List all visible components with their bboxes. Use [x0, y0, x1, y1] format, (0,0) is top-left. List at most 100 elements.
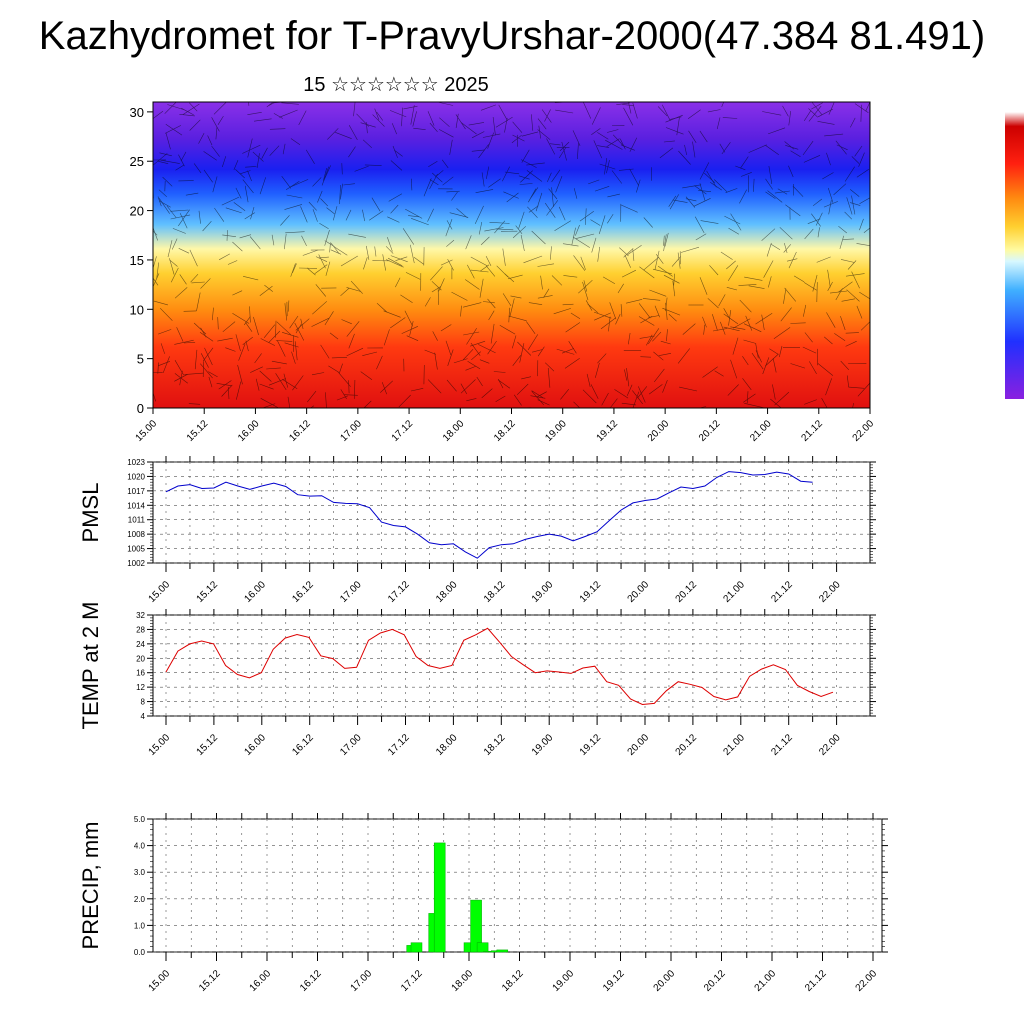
wind-barb — [204, 347, 213, 366]
wind-barb — [618, 168, 634, 171]
wind-barb — [259, 177, 266, 195]
wind-barb — [526, 162, 545, 166]
wind-barb — [643, 257, 659, 271]
wind-barb — [238, 343, 246, 361]
x-tick-label: 18.12 — [482, 579, 508, 605]
panel-frame — [152, 461, 871, 564]
x-tick-label: 18.00 — [434, 732, 460, 758]
wind-barb — [745, 315, 753, 331]
y-tick-label: 5 — [137, 352, 144, 367]
wind-barb — [392, 145, 398, 158]
wind-barb — [573, 401, 581, 409]
wind-barb — [271, 234, 275, 246]
wind-barb — [555, 175, 563, 193]
temp-panel: 4 8 12 16 20 24 28 32 15.00 15.12 16.00 16.12 17.00 1… — [78, 602, 876, 758]
wind-barb — [638, 316, 655, 326]
wind-barb — [676, 117, 680, 136]
wind-barb — [165, 124, 183, 136]
wind-barb — [811, 102, 823, 110]
wind-barb — [508, 315, 527, 322]
wind-barb — [840, 316, 846, 331]
wind-barb — [321, 166, 329, 186]
wind-barb — [376, 111, 384, 121]
wind-barb — [520, 234, 525, 251]
wind-barb — [291, 351, 296, 364]
wind-barb — [314, 264, 328, 275]
wind-barb — [669, 194, 679, 210]
wind-barb — [157, 329, 172, 335]
wind-barb — [242, 336, 253, 345]
wind-barb — [283, 373, 289, 388]
wind-barb — [627, 245, 642, 255]
wind-barb — [652, 331, 662, 342]
wind-barb — [360, 122, 376, 128]
wind-barb — [259, 285, 273, 296]
wind-barb — [768, 166, 773, 184]
wind-barb — [520, 159, 537, 168]
wind-barb — [339, 184, 341, 205]
wind-barb — [250, 207, 255, 220]
wind-barb — [648, 328, 660, 345]
wind-barb — [803, 155, 821, 163]
wind-barb — [200, 278, 211, 289]
x-tick-label: 16.12 — [290, 732, 316, 758]
wind-barb — [518, 175, 530, 180]
wind-barb — [693, 198, 711, 207]
wind-barb — [478, 144, 489, 159]
wind-barb — [804, 332, 813, 343]
wind-barb — [648, 315, 660, 318]
y-tick-label: 28 — [136, 625, 145, 634]
wind-barb — [330, 249, 342, 255]
x-tick-label: 18.12 — [482, 732, 508, 758]
x-tick-label: 16.00 — [236, 418, 262, 444]
wind-barb — [859, 291, 871, 300]
wind-barb — [577, 143, 579, 160]
wind-barb — [512, 355, 522, 366]
wind-barb — [836, 144, 848, 151]
wind-barb — [583, 102, 592, 119]
wind-barb — [276, 321, 292, 335]
wind-barb — [259, 383, 274, 390]
wind-barb — [714, 370, 724, 377]
wind-barb — [844, 211, 853, 220]
x-tick-label: 18.00 — [441, 418, 467, 444]
wind-barb — [431, 286, 442, 293]
wind-barb — [236, 381, 242, 400]
wind-barb — [528, 302, 543, 305]
precip-bar — [410, 942, 423, 953]
wind-barb — [268, 101, 276, 106]
x-tick-label: 15.12 — [195, 579, 221, 605]
wind-barb — [171, 238, 178, 250]
wind-barb — [174, 373, 188, 384]
x-tick-label: 21.00 — [753, 968, 779, 994]
wind-barb — [609, 398, 618, 409]
wind-barb — [659, 147, 674, 159]
wind-barb — [434, 352, 438, 370]
wind-barb — [860, 321, 871, 331]
wind-barb — [726, 287, 738, 291]
wind-barb — [632, 249, 635, 261]
wind-barb — [624, 254, 631, 268]
wind-barb — [755, 343, 759, 359]
wind-barb — [694, 216, 705, 234]
wind-barb — [216, 383, 232, 387]
wind-barb — [307, 390, 317, 403]
wind-barb — [211, 145, 220, 157]
wind-barb — [748, 285, 765, 289]
wind-barb — [817, 108, 833, 118]
wind-barb — [311, 317, 330, 327]
wind-barb — [512, 134, 525, 142]
wind-barb — [498, 379, 504, 389]
wind-barb — [735, 165, 746, 171]
wind-barb — [707, 298, 719, 309]
wind-barb — [713, 179, 728, 193]
wind-barb — [549, 143, 561, 146]
wind-barb — [292, 263, 297, 274]
wind-barb — [167, 240, 173, 258]
wind-barb — [579, 210, 594, 222]
wind-barb — [294, 322, 305, 341]
x-tick-label: 20.00 — [626, 579, 652, 605]
wind-barb — [315, 284, 327, 297]
wind-barb — [846, 375, 849, 388]
x-tick-label: 21.12 — [803, 968, 829, 994]
